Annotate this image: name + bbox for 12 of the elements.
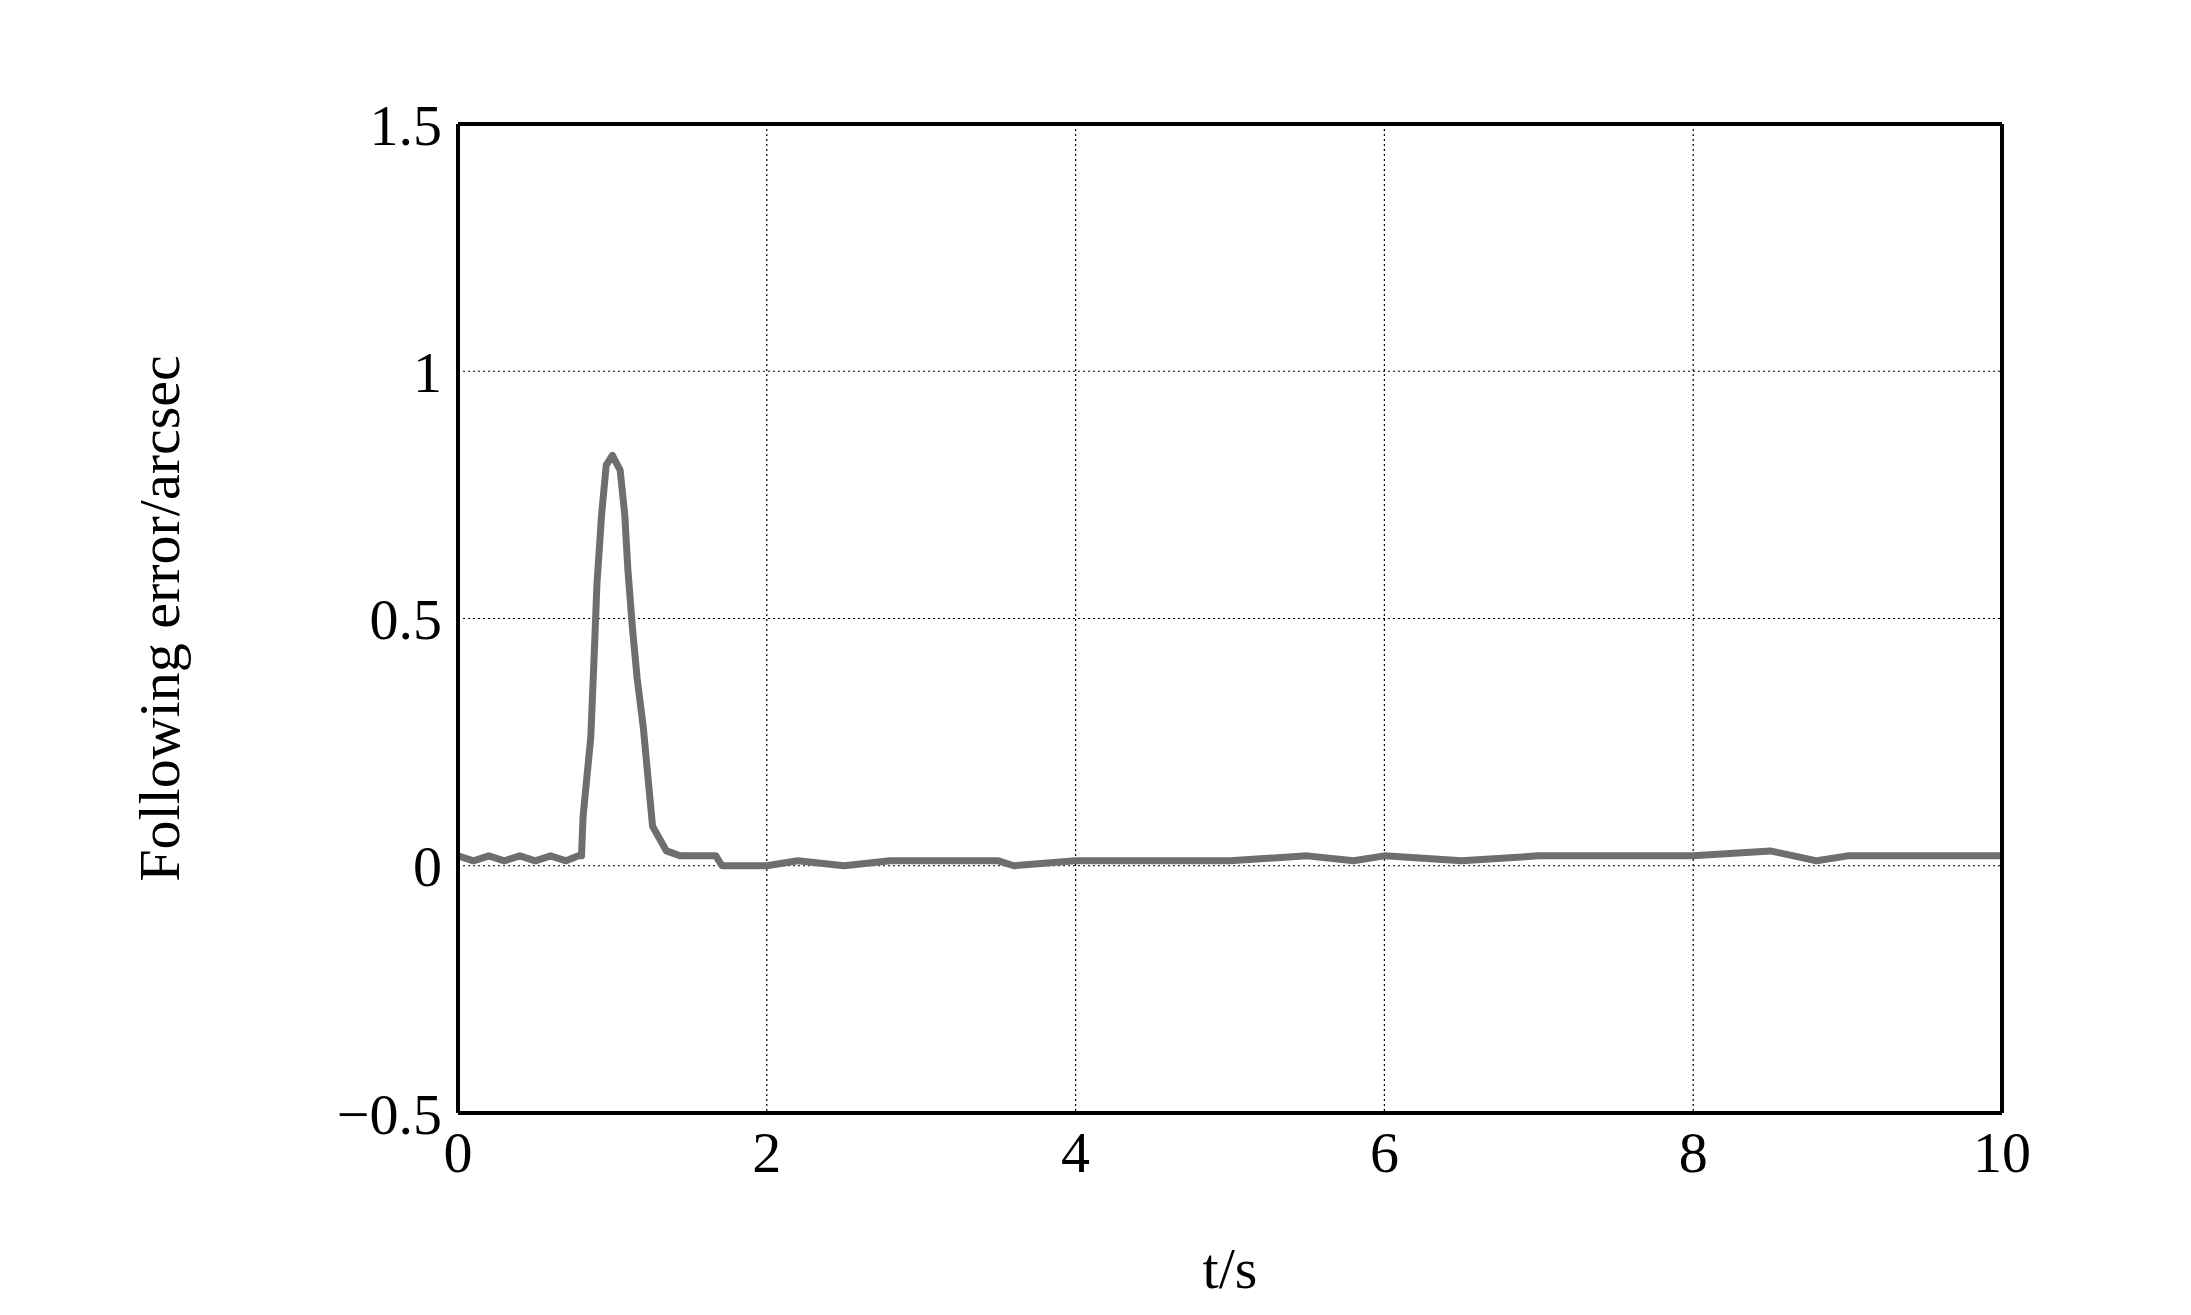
x-tick-label: 10 — [1973, 1120, 2031, 1186]
y-tick-label: 0 — [413, 834, 442, 900]
y-tick-label: 1.5 — [369, 92, 442, 158]
x-axis-title: t/s — [1202, 1236, 1258, 1301]
y-axis-title: Following error/arcsec — [126, 355, 192, 882]
x-tick-label: 6 — [1369, 1120, 1399, 1186]
x-tick-label: 8 — [1678, 1120, 1708, 1186]
y-tick-label: −0.5 — [336, 1081, 442, 1147]
x-tick-label: 4 — [1061, 1120, 1091, 1186]
x-tick-label: 2 — [752, 1120, 782, 1186]
y-tick-label: 0.5 — [369, 587, 442, 653]
y-tick-label: 1 — [413, 339, 442, 405]
